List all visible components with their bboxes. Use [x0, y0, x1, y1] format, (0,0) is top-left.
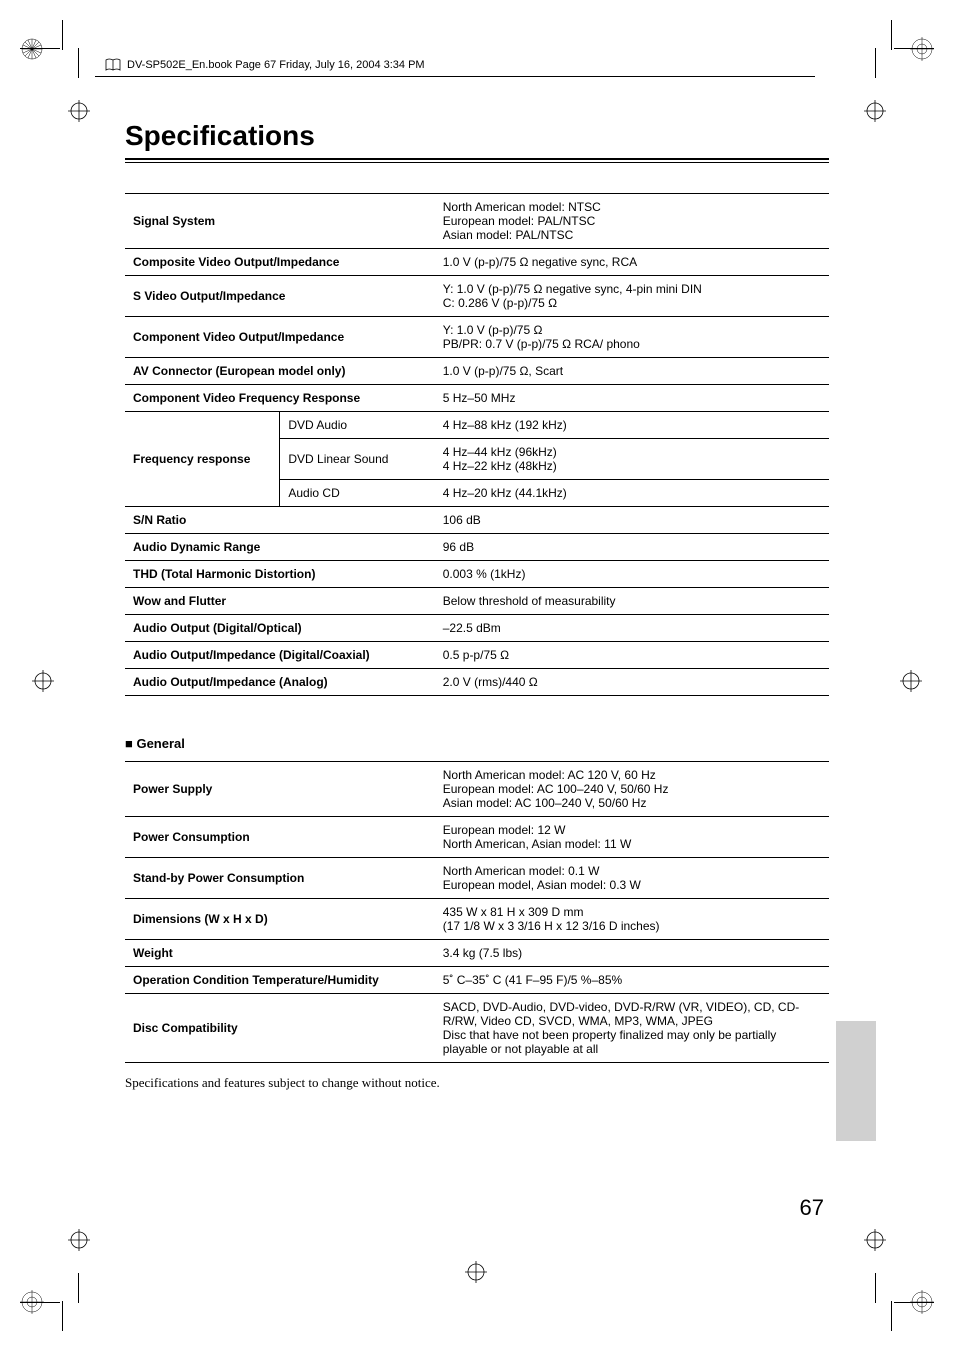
table-row: THD (Total Harmonic Distortion)0.003 % (… — [125, 561, 829, 588]
spec-label: Component Video Frequency Response — [125, 385, 435, 412]
spec-label: Composite Video Output/Impedance — [125, 249, 435, 276]
header-meta: DV-SP502E_En.book Page 67 Friday, July 1… — [105, 58, 425, 72]
table-row: Component Video Output/ImpedanceY: 1.0 V… — [125, 317, 829, 358]
spec-label: Audio Dynamic Range — [125, 534, 435, 561]
spec-sublabel: DVD Audio — [280, 412, 435, 439]
table-row: Stand-by Power ConsumptionNorth American… — [125, 858, 829, 899]
spec-sublabel: Audio CD — [280, 480, 435, 507]
table-row: Disc CompatibilitySACD, DVD-Audio, DVD-v… — [125, 994, 829, 1063]
spec-label: Component Video Output/Impedance — [125, 317, 435, 358]
specifications-table-2: Power SupplyNorth American model: AC 120… — [125, 761, 829, 1063]
spec-value: Y: 1.0 V (p-p)/75 Ω negative sync, 4-pin… — [435, 276, 829, 317]
page-title: Specifications — [125, 120, 829, 160]
crosshair-icon — [68, 1229, 90, 1251]
table-row: AV Connector (European model only)1.0 V … — [125, 358, 829, 385]
title-underline — [125, 162, 829, 163]
spec-value: North American model: 0.1 W European mod… — [435, 858, 829, 899]
table-row: Audio Output/Impedance (Digital/Coaxial)… — [125, 642, 829, 669]
spec-value: 2.0 V (rms)/440 Ω — [435, 669, 829, 696]
spec-value: 5 Hz–50 MHz — [435, 385, 829, 412]
spec-label: Disc Compatibility — [125, 994, 435, 1063]
spec-label: Audio Output/Impedance (Digital/Coaxial) — [125, 642, 435, 669]
spec-value: Below threshold of measurability — [435, 588, 829, 615]
spec-value: 3.4 kg (7.5 lbs) — [435, 940, 829, 967]
spec-label: Operation Condition Temperature/Humidity — [125, 967, 435, 994]
header-rule — [95, 76, 815, 77]
table-row: Dimensions (W x H x D)435 W x 81 H x 309… — [125, 899, 829, 940]
spec-sublabel: DVD Linear Sound — [280, 439, 435, 480]
table-row: Component Video Frequency Response5 Hz–5… — [125, 385, 829, 412]
spec-label: Weight — [125, 940, 435, 967]
spec-value: 96 dB — [435, 534, 829, 561]
table-row: Power SupplyNorth American model: AC 120… — [125, 762, 829, 817]
crosshair-icon — [864, 1229, 886, 1251]
table-row: Wow and FlutterBelow threshold of measur… — [125, 588, 829, 615]
table-row: S Video Output/ImpedanceY: 1.0 V (p-p)/7… — [125, 276, 829, 317]
spec-label: S/N Ratio — [125, 507, 435, 534]
spec-value: North American model: NTSC European mode… — [435, 194, 829, 249]
spec-value: 106 dB — [435, 507, 829, 534]
spec-label: Stand-by Power Consumption — [125, 858, 435, 899]
spec-label: Frequency response — [125, 412, 280, 507]
spec-label: Audio Output (Digital/Optical) — [125, 615, 435, 642]
spec-label: S Video Output/Impedance — [125, 276, 435, 317]
table-row: Audio Output/Impedance (Analog)2.0 V (rm… — [125, 669, 829, 696]
table-row: S/N Ratio106 dB — [125, 507, 829, 534]
crosshair-icon — [465, 1261, 487, 1283]
spec-value: Y: 1.0 V (p-p)/75 Ω PB/PR: 0.7 V (p-p)/7… — [435, 317, 829, 358]
specifications-table-1: Signal SystemNorth American model: NTSC … — [125, 193, 829, 696]
book-icon — [105, 58, 121, 72]
footer-note: Specifications and features subject to c… — [125, 1075, 829, 1091]
spec-value: –22.5 dBm — [435, 615, 829, 642]
spec-value: European model: 12 W North American, Asi… — [435, 817, 829, 858]
crosshair-icon — [864, 100, 886, 122]
table-row: Composite Video Output/Impedance1.0 V (p… — [125, 249, 829, 276]
table-row: Weight3.4 kg (7.5 lbs) — [125, 940, 829, 967]
spec-value: North American model: AC 120 V, 60 Hz Eu… — [435, 762, 829, 817]
content-area: Specifications Signal SystemNorth Americ… — [125, 120, 829, 1091]
side-tab — [836, 1021, 876, 1141]
header-meta-text: DV-SP502E_En.book Page 67 Friday, July 1… — [127, 59, 425, 71]
crosshair-icon — [900, 670, 922, 692]
spec-label: Audio Output/Impedance (Analog) — [125, 669, 435, 696]
spec-label: Power Supply — [125, 762, 435, 817]
table-row: Signal SystemNorth American model: NTSC … — [125, 194, 829, 249]
spec-value: 0.003 % (1kHz) — [435, 561, 829, 588]
spec-label: AV Connector (European model only) — [125, 358, 435, 385]
spec-label: Power Consumption — [125, 817, 435, 858]
spec-value: 435 W x 81 H x 309 D mm (17 1/8 W x 3 3/… — [435, 899, 829, 940]
spec-value: SACD, DVD-Audio, DVD-video, DVD-R/RW (VR… — [435, 994, 829, 1063]
spec-value: 1.0 V (p-p)/75 Ω negative sync, RCA — [435, 249, 829, 276]
table-row: Audio Output (Digital/Optical)–22.5 dBm — [125, 615, 829, 642]
registration-mark-icon — [18, 35, 46, 63]
spec-value: 0.5 p-p/75 Ω — [435, 642, 829, 669]
section-heading-general: General — [125, 736, 829, 751]
table-row: Operation Condition Temperature/Humidity… — [125, 967, 829, 994]
spec-label: Wow and Flutter — [125, 588, 435, 615]
spec-value: 4 Hz–88 kHz (192 kHz) — [435, 412, 829, 439]
spec-label: Dimensions (W x H x D) — [125, 899, 435, 940]
spec-label: THD (Total Harmonic Distortion) — [125, 561, 435, 588]
table-row: Audio Dynamic Range96 dB — [125, 534, 829, 561]
spec-label: Signal System — [125, 194, 435, 249]
spec-value: 5˚ C–35˚ C (41 F–95 F)/5 %–85% — [435, 967, 829, 994]
table-row: Power ConsumptionEuropean model: 12 W No… — [125, 817, 829, 858]
spec-value: 4 Hz–44 kHz (96kHz) 4 Hz–22 kHz (48kHz) — [435, 439, 829, 480]
table-row: Frequency response DVD Audio 4 Hz–88 kHz… — [125, 412, 829, 439]
registration-mark-icon — [908, 35, 936, 63]
spec-value: 1.0 V (p-p)/75 Ω, Scart — [435, 358, 829, 385]
spec-value: 4 Hz–20 kHz (44.1kHz) — [435, 480, 829, 507]
page-number: 67 — [800, 1195, 824, 1221]
crosshair-icon — [32, 670, 54, 692]
crosshair-icon — [68, 100, 90, 122]
